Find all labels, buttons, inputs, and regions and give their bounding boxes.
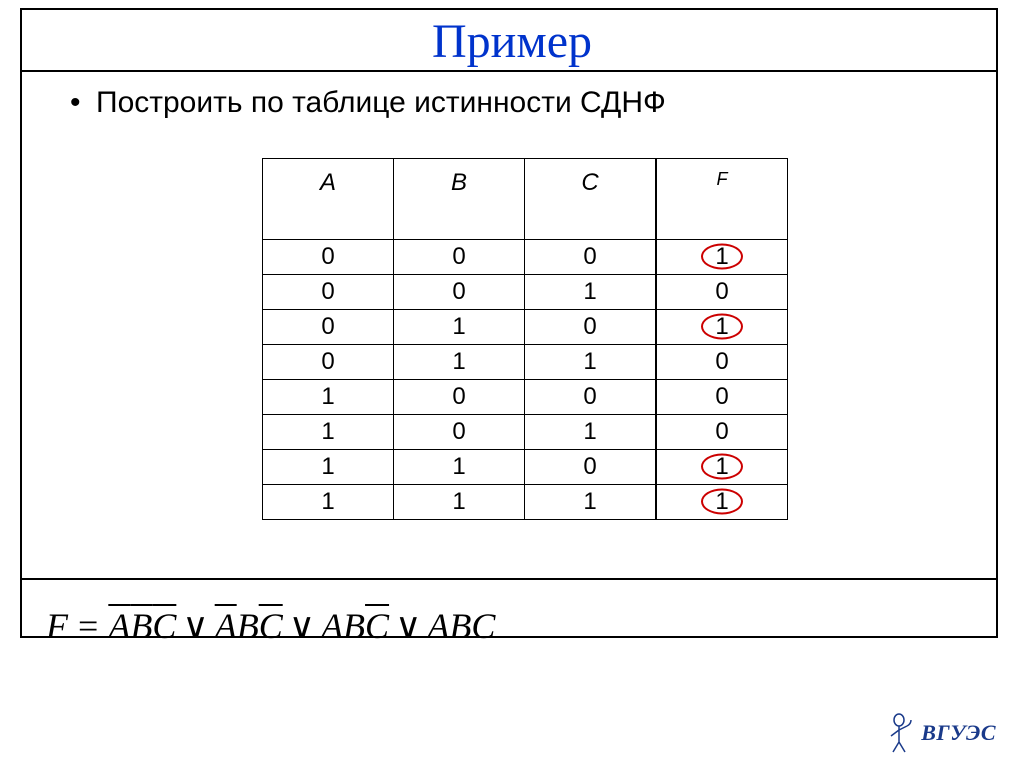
table-row: 1101 xyxy=(263,450,788,485)
table-row: 1010 xyxy=(263,415,788,450)
cell: 0 xyxy=(525,240,657,275)
table-body: 00010010010101101000101011011111 xyxy=(263,240,788,520)
cell: 1 xyxy=(525,345,657,380)
cell: 1 xyxy=(263,450,394,485)
cell: 1 xyxy=(394,310,525,345)
bullet-marker: • xyxy=(70,86,96,120)
cell: 1 xyxy=(263,415,394,450)
cell: 1 xyxy=(394,450,525,485)
cell: 0 xyxy=(394,415,525,450)
cell: 1 xyxy=(263,380,394,415)
cell-f: 0 xyxy=(656,415,788,450)
circle-highlight xyxy=(701,313,743,339)
bullet-content: Построить по таблице истинности СДНФ xyxy=(96,86,666,119)
logo-text: ВГУЭС xyxy=(921,720,996,746)
cell: 0 xyxy=(263,345,394,380)
cell-f: 1 xyxy=(656,485,788,520)
cell: 1 xyxy=(263,485,394,520)
cell: 0 xyxy=(394,275,525,310)
cell: 0 xyxy=(394,240,525,275)
logo: ВГУЭС xyxy=(883,712,996,754)
cell: 0 xyxy=(263,275,394,310)
truth-table: A B C F 00010010010101101000101011011111 xyxy=(262,158,788,520)
circle-highlight xyxy=(701,243,743,269)
cell-f: 1 xyxy=(656,450,788,485)
cell: 1 xyxy=(394,345,525,380)
circle-highlight xyxy=(701,453,743,479)
cell: 1 xyxy=(525,415,657,450)
cell: 1 xyxy=(525,275,657,310)
cell: 0 xyxy=(525,310,657,345)
table-row: 1000 xyxy=(263,380,788,415)
table-row: 0010 xyxy=(263,275,788,310)
slide-title: Пример xyxy=(0,14,1024,69)
col-header-c: C xyxy=(525,159,657,240)
cell-f: 1 xyxy=(656,310,788,345)
cell-f: 1 xyxy=(656,240,788,275)
cell: 0 xyxy=(263,240,394,275)
table-row: 0001 xyxy=(263,240,788,275)
cell: 0 xyxy=(394,380,525,415)
cell: 1 xyxy=(525,485,657,520)
formula: F=ABC∨ABC∨ABC∨ABC xyxy=(46,605,495,647)
col-header-f: F xyxy=(656,159,788,240)
cell: 0 xyxy=(263,310,394,345)
cell-f: 0 xyxy=(656,275,788,310)
col-header-b: B xyxy=(394,159,525,240)
logo-figure-icon xyxy=(883,712,915,754)
table-row: 1111 xyxy=(263,485,788,520)
cell: 0 xyxy=(525,450,657,485)
cell-f: 0 xyxy=(656,380,788,415)
table-row: 0101 xyxy=(263,310,788,345)
cell-f: 0 xyxy=(656,345,788,380)
col-header-a: A xyxy=(263,159,394,240)
cell: 1 xyxy=(394,485,525,520)
circle-highlight xyxy=(701,488,743,514)
table-row: 0110 xyxy=(263,345,788,380)
bullet-text: •Построить по таблице истинности СДНФ xyxy=(70,86,666,120)
cell: 0 xyxy=(525,380,657,415)
table-header-row: A B C F xyxy=(263,159,788,240)
